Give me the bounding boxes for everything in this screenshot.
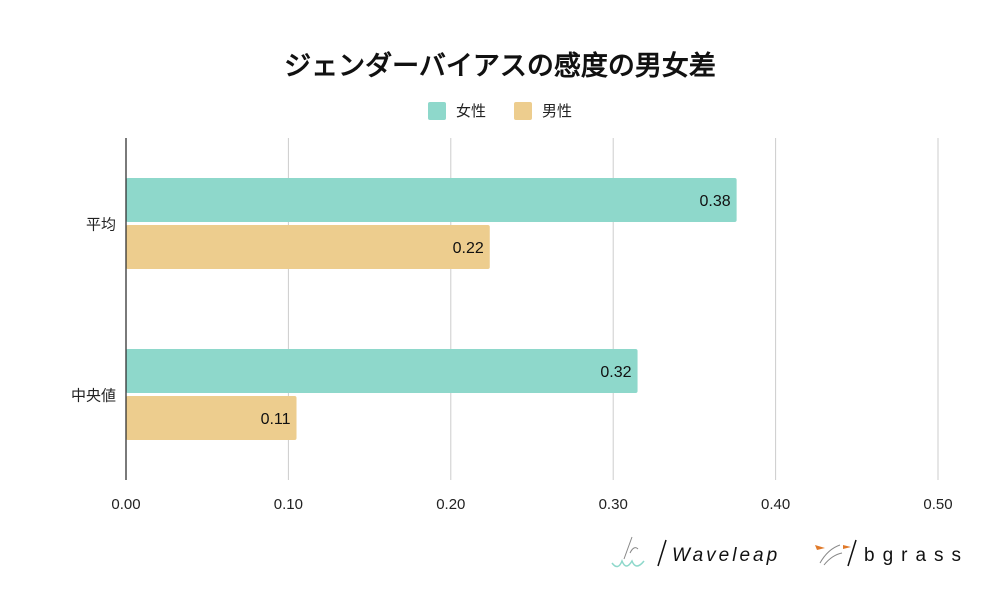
legend-label-female: 女性	[455, 102, 486, 120]
bgrass-logo: bgrass	[815, 539, 969, 567]
bar	[126, 349, 638, 393]
x-tick-label: 0.10	[274, 496, 303, 513]
legend-swatch-male	[514, 101, 532, 120]
x-tick-label: 0.30	[599, 496, 628, 513]
logos: Waveleap bgrass	[611, 536, 969, 568]
legend-item-female: 女性	[427, 100, 486, 121]
chart-title: ジェンダーバイアスの感度の男女差	[284, 51, 716, 82]
plot-area: 0.00 0.10 0.20 0.30 0.40 0.50 平均 0.38 0.22 中央値 0.3…	[71, 138, 953, 513]
bar-data-label: 0.38	[699, 193, 730, 210]
x-tick-label: 0.20	[436, 496, 465, 513]
legend: 女性 男性	[0, 100, 1000, 121]
bar	[126, 396, 297, 440]
bar-data-label: 0.22	[453, 240, 484, 257]
legend-item-male: 男性	[514, 100, 572, 121]
waveleap-text: Waveleap	[672, 545, 780, 566]
bar-data-label: 0.32	[600, 364, 631, 381]
x-tick-label: 0.40	[761, 496, 790, 513]
y-category-label: 中央値	[71, 388, 116, 405]
bar	[126, 178, 737, 222]
legend-swatch-female	[427, 101, 446, 120]
waveleap-logo: Waveleap	[611, 536, 780, 568]
legend-label-male: 男性	[542, 102, 573, 120]
x-tick-label: 0.50	[923, 496, 952, 513]
y-category-label: 平均	[86, 217, 116, 234]
bar-data-label: 0.11	[261, 411, 291, 428]
x-tick-label: 0.00	[111, 496, 140, 513]
bar	[126, 225, 490, 269]
bgrass-text: bgrass	[864, 545, 969, 566]
